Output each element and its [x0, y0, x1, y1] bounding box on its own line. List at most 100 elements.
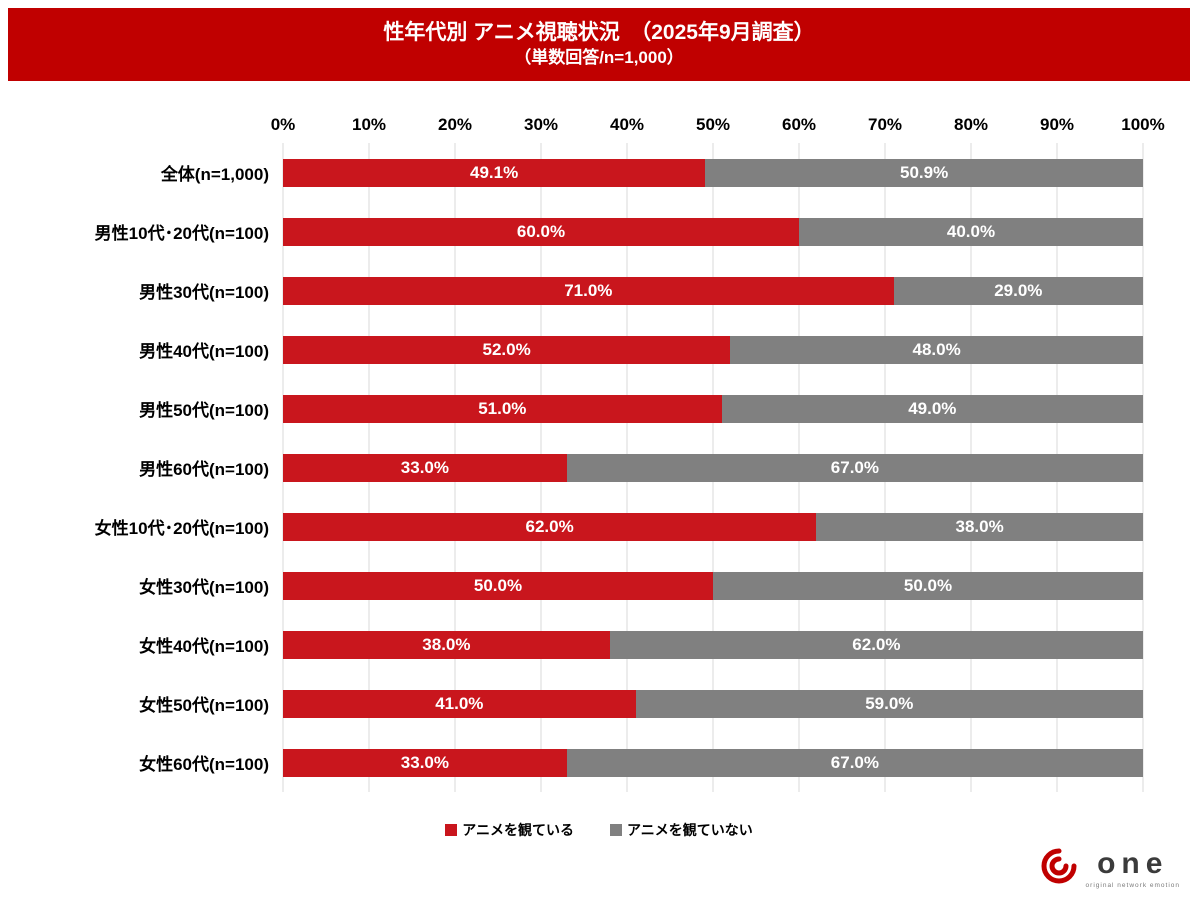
legend-label: アニメを観ていない — [627, 822, 753, 839]
category-label: 男性50代(n=100) — [139, 401, 269, 421]
bar-segment: 67.0% — [566, 748, 1143, 777]
stacked-bar: 51.0% 49.0% — [283, 394, 1143, 423]
bar-value-label: 62.0% — [525, 516, 574, 536]
bar-value-label: 50.0% — [903, 575, 953, 595]
bar-segment: 60.0% — [283, 217, 799, 246]
stacked-bar: 52.0% 48.0% — [283, 335, 1143, 364]
bar-row: 62.0% 38.0% — [283, 497, 1143, 556]
bar-segment: 33.0% — [283, 453, 567, 482]
bar-segment: 41.0% — [283, 689, 636, 718]
bar-value-label: 51.0% — [478, 398, 527, 418]
bar-segment: 51.0% — [283, 394, 722, 423]
bar-segment: 38.0% — [816, 512, 1143, 541]
bar-segment: 29.0% — [893, 276, 1143, 305]
plot-area: 49.1% 50.9% 60.0% 40.0% 71.0% 29.0% 52.0% 48.0%… — [282, 143, 1144, 793]
bar-segment: 48.0% — [730, 335, 1143, 364]
stacked-bar-chart: 0% 10% 20% 30% 40% 50% 60% 70% 80% 90% 100% 全体(n=1… — [8, 115, 1165, 793]
bar-value-label: 29.0% — [994, 280, 1043, 300]
bar-value-label: 40.0% — [946, 221, 996, 241]
x-axis: 0% 10% 20% 30% 40% 50% 60% 70% 80% 90% 100% — [8, 115, 1165, 139]
bar-row: 49.1% 50.9% — [283, 143, 1143, 202]
bar-value-label: 67.0% — [830, 752, 879, 772]
category-label: 男性60代(n=100) — [139, 460, 269, 480]
stacked-bar: 33.0% 67.0% — [283, 453, 1143, 482]
x-axis-tick-label: 60% — [781, 115, 817, 135]
category-label: 女性10代･20代(n=100) — [94, 519, 269, 539]
legend-item: アニメを観ていない — [610, 820, 753, 840]
stacked-bar: 49.1% 50.9% — [283, 158, 1143, 187]
bar-value-label: 48.0% — [912, 339, 961, 359]
bar-segment: 38.0% — [283, 630, 610, 659]
x-axis-tick-label: 50% — [695, 115, 731, 135]
bar-value-label: 62.0% — [852, 634, 901, 654]
legend-swatch — [445, 824, 458, 837]
bar-value-label: 50.0% — [473, 575, 523, 595]
bar-segment: 50.0% — [283, 571, 713, 600]
stacked-bar: 62.0% 38.0% — [283, 512, 1143, 541]
bar-segment: 50.9% — [705, 158, 1143, 187]
x-axis-tick-label: 100% — [1121, 115, 1165, 135]
one-logo-text: one — [1097, 846, 1169, 880]
category-label: 女性50代(n=100) — [139, 696, 269, 716]
stacked-bar: 33.0% 67.0% — [283, 748, 1143, 777]
x-axis-tick-label: 10% — [351, 115, 387, 135]
category-label: 全体(n=1,000) — [160, 165, 269, 185]
x-axis-tick-label: 90% — [1039, 115, 1075, 135]
category-label: 男性30代(n=100) — [139, 283, 269, 303]
bar-row: 41.0% 59.0% — [283, 674, 1143, 733]
category-label: 男性10代･20代(n=100) — [94, 224, 269, 244]
category-labels: 全体(n=1,000) 男性10代･20代(n=100) 男性30代(n=100) 男… — [8, 143, 283, 792]
bar-value-label: 38.0% — [422, 634, 471, 654]
legend-item: アニメを観ている — [445, 820, 574, 840]
stacked-bar: 60.0% 40.0% — [283, 217, 1143, 246]
bar-row: 51.0% 49.0% — [283, 379, 1143, 438]
x-axis-ticks: 0% 10% 20% 30% 40% 50% 60% 70% 80% 90% 100% — [271, 115, 1165, 139]
bar-row: 33.0% 67.0% — [283, 733, 1143, 792]
bar-segment: 71.0% — [283, 276, 894, 305]
stacked-bar: 71.0% 29.0% — [283, 276, 1143, 305]
legend-label: アニメを観ている — [462, 822, 574, 839]
bar-value-label: 52.0% — [482, 339, 531, 359]
bar-value-label: 49.0% — [908, 398, 957, 418]
stacked-bar: 50.0% 50.0% — [283, 571, 1143, 600]
bar-value-label: 59.0% — [865, 693, 914, 713]
bar-value-label: 50.9% — [900, 162, 949, 182]
chart-title: 性年代別 アニメ視聴状況 （2025年9月調査） — [383, 21, 815, 44]
chart-subtitle: （単数回答/n=1,000） — [514, 48, 684, 68]
stacked-bar: 38.0% 62.0% — [283, 630, 1143, 659]
category-label: 女性30代(n=100) — [139, 578, 269, 598]
gridline — [1142, 143, 1144, 793]
bar-row: 60.0% 40.0% — [283, 202, 1143, 261]
category-label: 女性60代(n=100) — [139, 755, 269, 775]
x-axis-tick-label: 0% — [270, 115, 296, 135]
chart-title-banner: 性年代別 アニメ視聴状況 （2025年9月調査） （単数回答/n=1,000） — [8, 8, 1190, 82]
bar-value-label: 33.0% — [400, 752, 449, 772]
bar-segment: 33.0% — [283, 748, 567, 777]
bar-row: 52.0% 48.0% — [283, 320, 1143, 379]
bar-segment: 40.0% — [799, 217, 1143, 246]
x-axis-tick-label: 80% — [953, 115, 989, 135]
category-label: 女性40代(n=100) — [139, 637, 269, 657]
chart-body: 全体(n=1,000) 男性10代･20代(n=100) 男性30代(n=100) 男… — [8, 143, 1144, 793]
bar-segment: 50.0% — [713, 571, 1143, 600]
x-axis-tick-label: 30% — [523, 115, 559, 135]
chart-legend: アニメを観ている アニメを観ていない — [0, 820, 1198, 840]
bar-row: 50.0% 50.0% — [283, 556, 1143, 615]
x-axis-tick-label: 40% — [609, 115, 645, 135]
bar-value-label: 33.0% — [400, 457, 449, 477]
bar-segment: 59.0% — [635, 689, 1143, 718]
one-logo-text-block: one original network emotion — [1085, 846, 1180, 889]
bar-segment: 49.1% — [283, 158, 706, 187]
axis-spacer — [8, 115, 283, 139]
bar-value-label: 49.1% — [470, 162, 519, 182]
bar-row: 38.0% 62.0% — [283, 615, 1143, 674]
bar-segment: 52.0% — [283, 335, 731, 364]
bar-value-label: 41.0% — [435, 693, 484, 713]
one-logo-caption: original network emotion — [1085, 881, 1180, 889]
category-label: 男性40代(n=100) — [139, 342, 269, 362]
stacked-bar: 41.0% 59.0% — [283, 689, 1143, 718]
legend-swatch — [610, 824, 622, 837]
bar-value-label: 38.0% — [955, 516, 1004, 536]
bar-row: 33.0% 67.0% — [283, 438, 1143, 497]
